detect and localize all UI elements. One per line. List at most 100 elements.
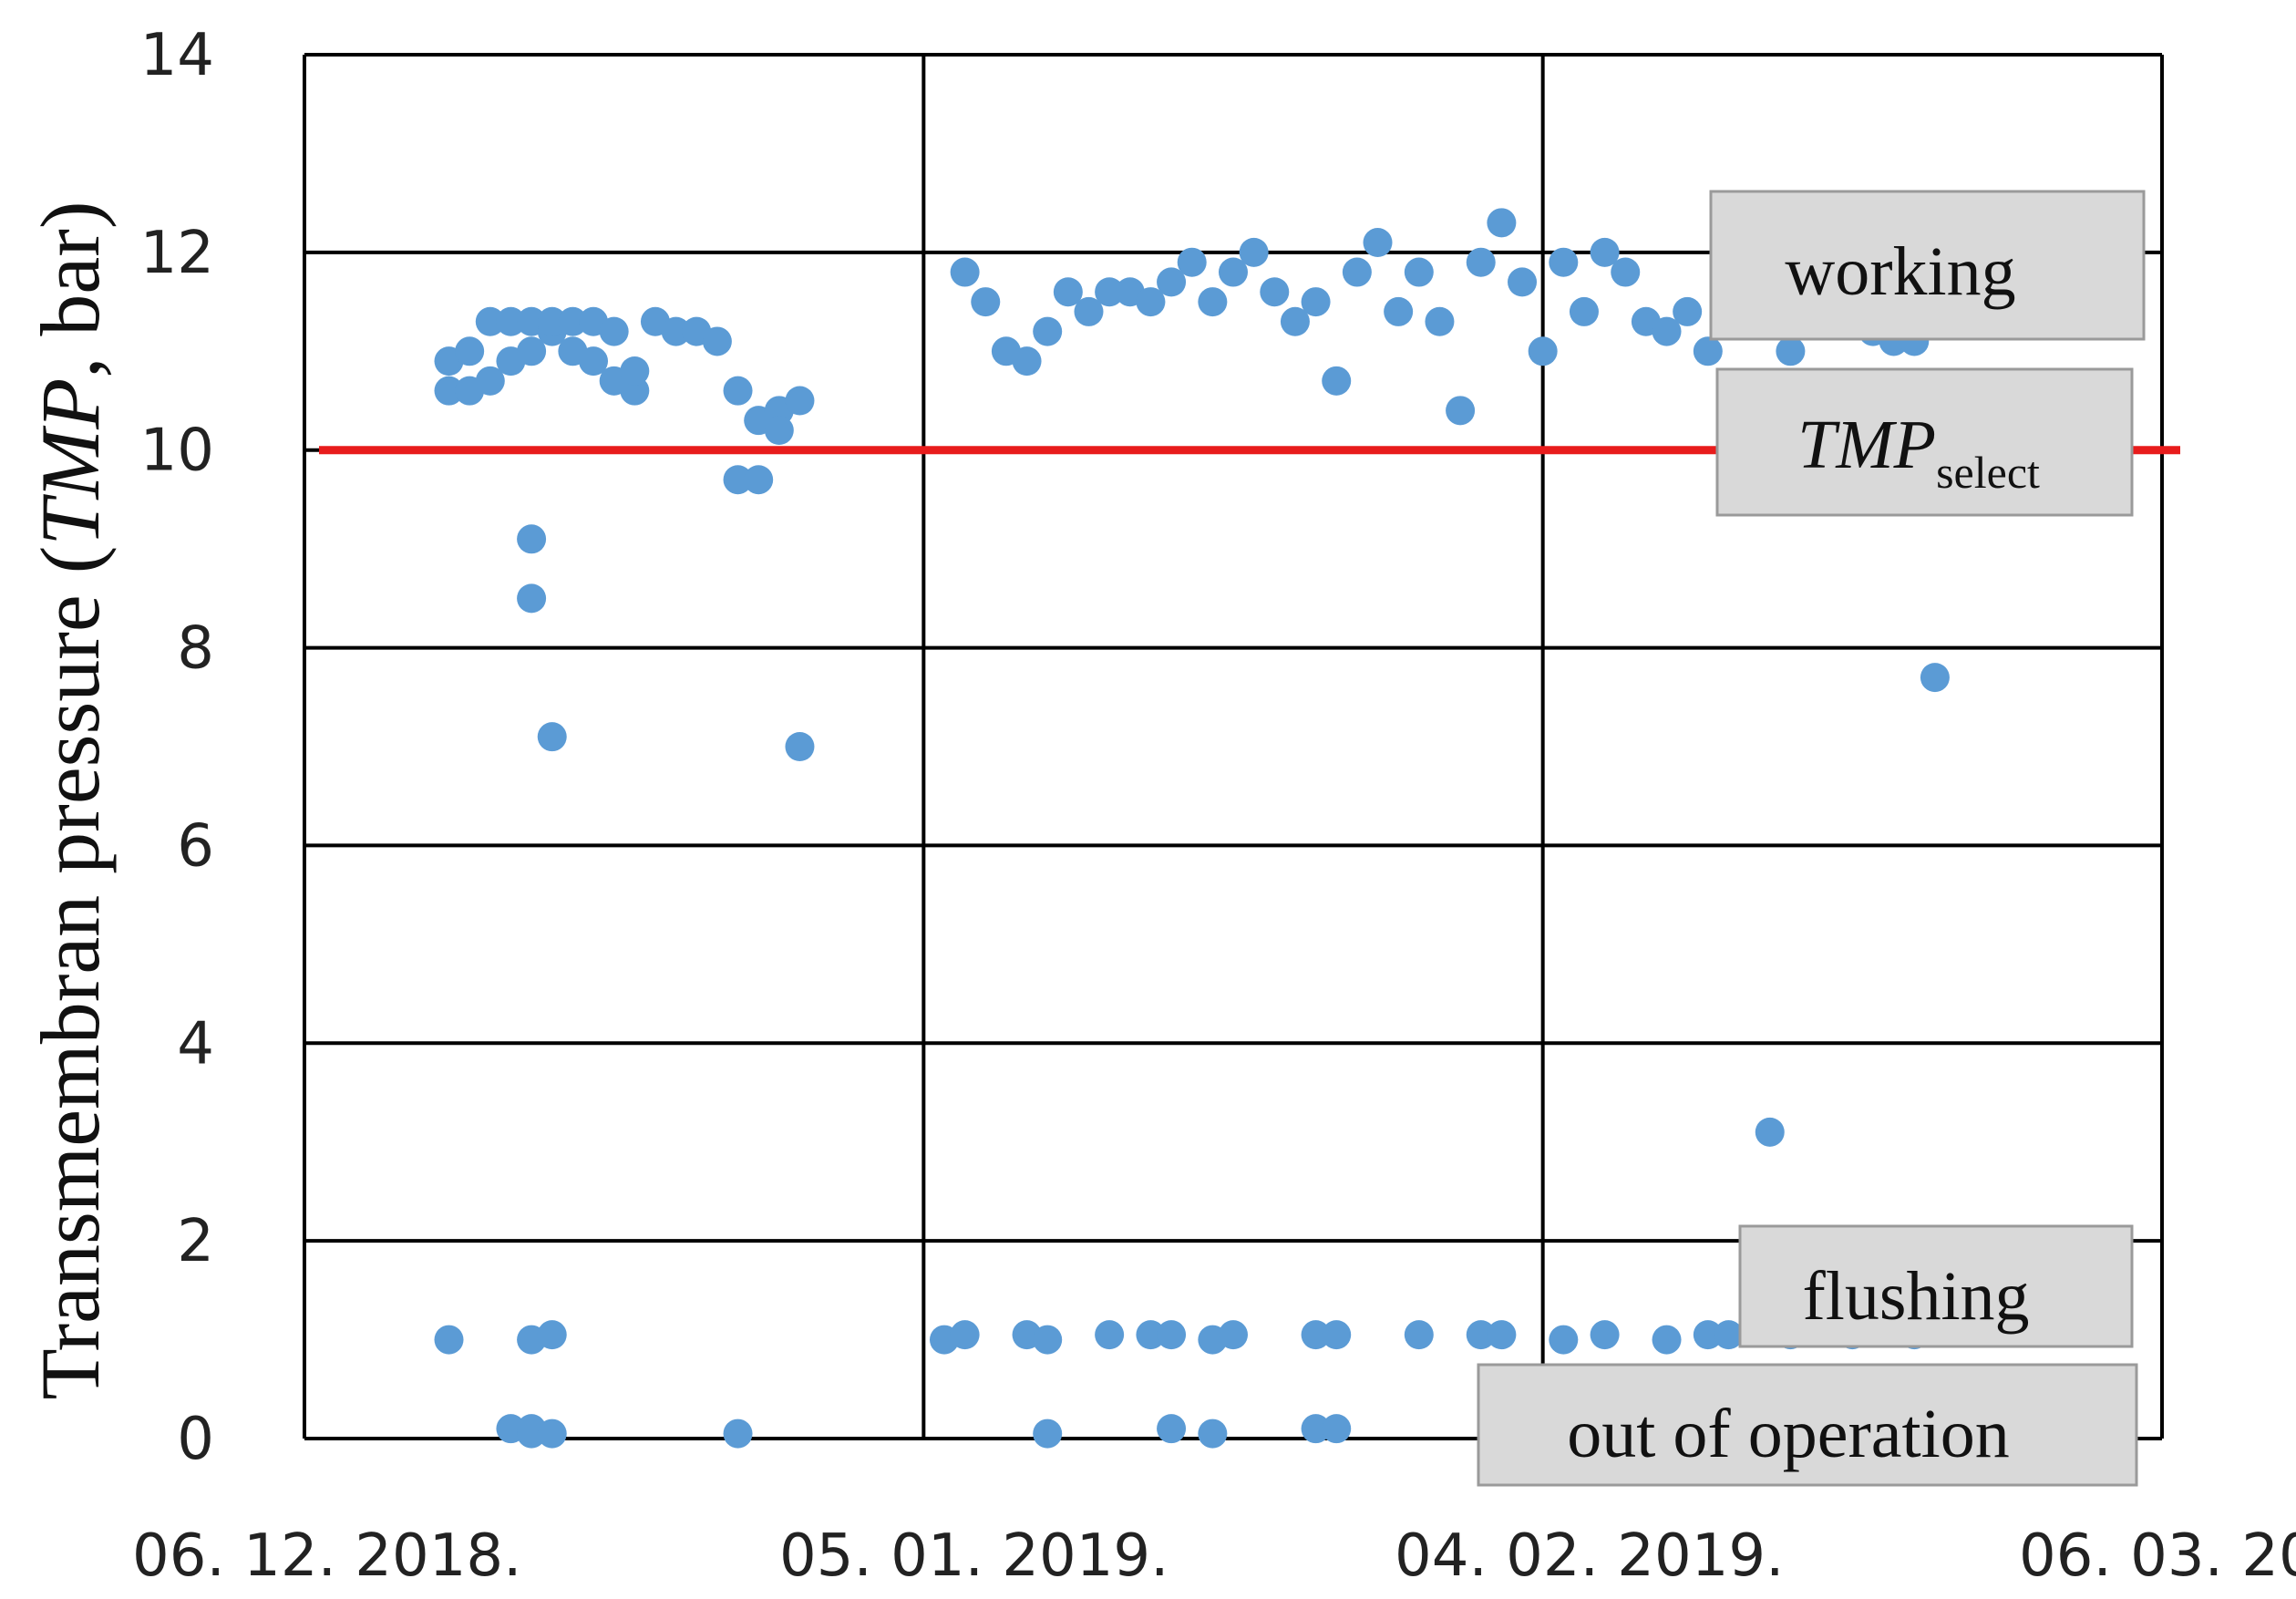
annotation-out-of-operation-text: out of operation xyxy=(1567,1396,2009,1472)
data-point xyxy=(1260,277,1290,307)
data-point xyxy=(1425,306,1455,336)
data-point xyxy=(1136,287,1166,317)
data-point xyxy=(785,386,815,416)
data-point xyxy=(517,583,547,614)
data-point xyxy=(1693,1320,1723,1350)
data-point xyxy=(1177,247,1207,277)
data-point xyxy=(1404,1320,1434,1350)
data-point xyxy=(1053,277,1083,307)
data-point xyxy=(517,336,547,366)
data-point xyxy=(434,1325,464,1355)
data-point xyxy=(1487,208,1517,238)
data-point xyxy=(1920,663,1950,693)
annotation-flushing-text: flushing xyxy=(1802,1258,2029,1335)
data-point xyxy=(950,1320,980,1350)
annotation-flushing: flushing xyxy=(1738,1224,2134,1348)
y-axis-label: Transmembran pressure (TMP, bar) xyxy=(24,201,117,1400)
x-tick-label: 06. 03. 2019. xyxy=(2019,1522,2296,1590)
data-point xyxy=(1280,306,1310,336)
data-point xyxy=(1301,1320,1331,1350)
data-point xyxy=(1652,1325,1682,1355)
data-point xyxy=(1322,1320,1352,1350)
data-point xyxy=(723,465,753,495)
data-point xyxy=(1136,1320,1166,1350)
data-point xyxy=(620,356,650,386)
data-point xyxy=(1466,247,1496,277)
y-tick-label: 2 xyxy=(177,1208,214,1275)
data-point xyxy=(1673,296,1703,326)
data-point xyxy=(1776,336,1806,366)
data-point xyxy=(1404,257,1434,287)
data-point xyxy=(723,376,753,406)
data-point xyxy=(1590,237,1620,267)
x-tick-label: 06. 12. 2018. xyxy=(132,1522,521,1590)
data-point xyxy=(1095,1320,1125,1350)
data-point xyxy=(1033,1418,1063,1449)
data-point xyxy=(537,306,567,336)
data-point xyxy=(1198,1418,1228,1449)
annotation-out-of-operation: out of operation xyxy=(1477,1363,2138,1487)
data-point xyxy=(517,524,547,554)
y-tick-label: 0 xyxy=(177,1406,214,1473)
data-point xyxy=(1342,257,1372,287)
data-point xyxy=(764,416,794,446)
data-point xyxy=(661,316,691,346)
data-point xyxy=(1652,316,1682,346)
data-point xyxy=(950,257,980,287)
data-point xyxy=(1301,287,1331,317)
data-point xyxy=(1033,316,1063,346)
y-tick-label: 10 xyxy=(140,418,214,485)
x-tick-labels: 06. 12. 2018. 05. 01. 2019. 04. 02. 2019. 0… xyxy=(132,1522,2296,1590)
data-point xyxy=(1301,1414,1331,1444)
data-point xyxy=(1239,237,1269,267)
data-point xyxy=(1219,1320,1248,1350)
data-point xyxy=(1714,1320,1744,1350)
data-point xyxy=(475,366,505,396)
data-point xyxy=(1446,396,1476,426)
data-point xyxy=(496,306,526,336)
data-point xyxy=(744,465,774,495)
x-tick-label: 05. 01. 2019. xyxy=(779,1522,1169,1590)
data-point xyxy=(475,306,505,336)
data-point xyxy=(1363,228,1393,258)
data-point xyxy=(1487,1320,1517,1350)
x-tick-label: 04. 02. 2019. xyxy=(1395,1522,1784,1590)
annotation-working-text: working xyxy=(1785,233,2015,310)
y-tick-label: 6 xyxy=(177,812,214,880)
data-point xyxy=(1590,1320,1620,1350)
y-tick-label: 4 xyxy=(177,1010,214,1078)
data-point xyxy=(1157,267,1187,297)
data-point xyxy=(537,1320,567,1350)
data-point xyxy=(537,722,567,752)
data-point xyxy=(1095,277,1125,307)
data-point xyxy=(599,316,629,346)
annotation-working-box xyxy=(1709,190,2146,341)
data-point xyxy=(558,306,588,336)
data-point xyxy=(1549,1325,1579,1355)
y-tick-labels: 0 2 4 6 8 10 12 14 xyxy=(140,22,214,1473)
y-tick-label: 14 xyxy=(140,22,214,89)
data-point xyxy=(1569,296,1599,326)
data-point xyxy=(1198,287,1228,317)
data-point xyxy=(723,1418,753,1449)
data-point xyxy=(1219,257,1248,287)
data-point xyxy=(785,732,815,761)
data-point xyxy=(579,346,609,377)
data-point xyxy=(1157,1320,1187,1350)
data-point xyxy=(1508,267,1538,297)
annotation-tmp-select-text: TMPselect xyxy=(1797,407,2040,498)
data-point xyxy=(1384,296,1414,326)
data-point xyxy=(1074,296,1104,326)
data-point xyxy=(1012,346,1042,377)
y-tick-label: 8 xyxy=(177,615,214,683)
annotation-working: working xyxy=(1709,190,2146,341)
data-point xyxy=(434,376,464,406)
data-point xyxy=(1322,1414,1352,1444)
annotation-tmp-select: TMPselect xyxy=(1715,367,2134,517)
data-point xyxy=(1033,1325,1063,1355)
annotation-flushing-box xyxy=(1738,1224,2134,1348)
data-point xyxy=(1466,1320,1496,1350)
data-point xyxy=(455,336,485,366)
y-tick-label: 12 xyxy=(140,220,214,287)
